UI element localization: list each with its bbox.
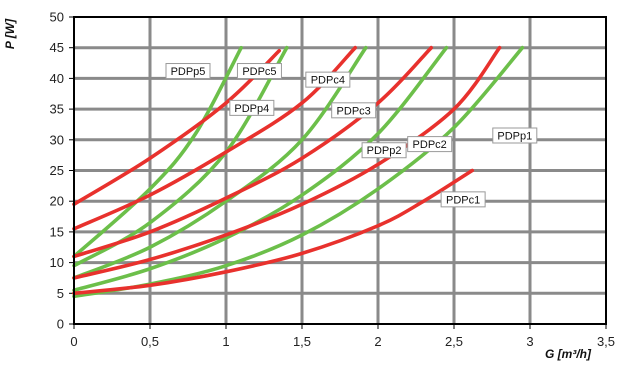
y-tick-label: 5	[57, 286, 64, 301]
callout-label: PDPc3	[337, 105, 371, 117]
callout-box	[305, 71, 351, 88]
x-tick-label: 0	[70, 334, 77, 349]
callout-pdpp1: PDPp1	[492, 127, 538, 144]
x-tick-label: 0,5	[141, 334, 159, 349]
x-tick-label: 3	[526, 334, 533, 349]
callout-pdpc5: PDPc5	[236, 63, 282, 80]
callout-box	[361, 142, 407, 159]
y-tick-label: 45	[50, 40, 64, 55]
callout-pdpp4: PDPp4	[229, 99, 275, 116]
callout-box	[492, 127, 538, 144]
series-line-pdpp5-9	[72, 45, 243, 259]
y-tick-label: 35	[50, 102, 64, 117]
x-tick-label: 1,5	[293, 334, 311, 349]
callout-pdpp5: PDPp5	[165, 63, 211, 80]
y-tick-label: 10	[50, 255, 64, 270]
callout-label: PDPp4	[234, 103, 269, 115]
callout-pdpc3: PDPc3	[331, 102, 377, 119]
callout-pdpc2: PDPc2	[407, 136, 453, 153]
callout-label: PDPp1	[497, 131, 532, 143]
callout-label: PDPp2	[367, 145, 402, 157]
callout-box	[331, 102, 377, 119]
callout-box	[407, 136, 453, 153]
y-axis-title: P [W]	[3, 18, 17, 49]
y-tick-label: 40	[50, 71, 64, 86]
callout-pdpc4: PDPc4	[305, 71, 351, 88]
y-tick-label: 0	[57, 317, 64, 332]
callout-pdpc1: PDPc1	[440, 191, 486, 208]
series-line-pdpp1-0	[72, 45, 502, 280]
x-tick-label: 3,5	[597, 334, 615, 349]
x-tick-label: 2	[374, 334, 381, 349]
callout-label: PDPp5	[171, 66, 206, 78]
callout-label: PDPc4	[311, 75, 345, 87]
series-line-pdpp2-1	[72, 45, 433, 259]
tick-labels: 0 0,5 1 1,5 2 2,5 3 3,5 0 5 10 15 20 25 30 35 40 45 50	[50, 10, 616, 350]
x-tick-label: 2,5	[445, 334, 463, 349]
y-tick-label: 25	[50, 163, 64, 178]
series-callouts: PDPp5 PDPc5 PDPc4 PDPp4 PDPc3 PDPp2 PDPc2 PDPp1…	[165, 63, 538, 208]
series-line-pdpc1-4	[72, 168, 475, 296]
callout-pdpp2: PDPp2	[361, 142, 407, 159]
callout-box	[236, 63, 282, 80]
plot-frame	[73, 16, 607, 325]
callout-label: PDPc5	[242, 66, 276, 78]
y-tick-label: 30	[50, 132, 64, 147]
x-tick-label: 1	[222, 334, 229, 349]
callout-label: PDPc2	[413, 139, 447, 151]
x-axis-title: G [m³/h]	[545, 347, 592, 361]
callout-box	[165, 63, 211, 80]
series-line-pdpc4-7	[72, 45, 368, 280]
callout-box	[440, 191, 486, 208]
y-tick-label: 50	[50, 10, 64, 25]
series-line-pdpp4-2	[72, 45, 357, 231]
callout-label: PDPc1	[446, 194, 480, 206]
y-tick-label: 15	[50, 224, 64, 239]
callout-box	[229, 99, 275, 116]
series-line-pdpc3-6	[72, 45, 449, 293]
y-tick-label: 20	[50, 194, 64, 209]
